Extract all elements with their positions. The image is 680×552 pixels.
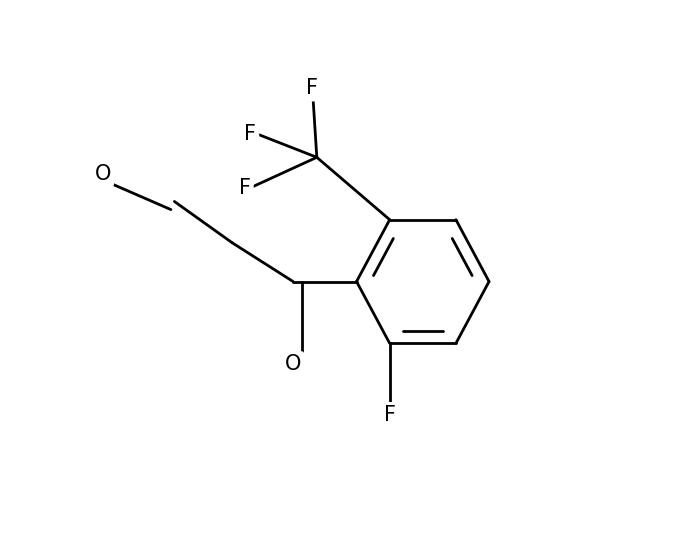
Text: O: O bbox=[95, 164, 111, 184]
Text: F: F bbox=[244, 124, 256, 144]
Text: O: O bbox=[285, 354, 301, 374]
Text: F: F bbox=[384, 405, 396, 425]
Text: F: F bbox=[239, 178, 250, 198]
Text: F: F bbox=[307, 78, 318, 98]
